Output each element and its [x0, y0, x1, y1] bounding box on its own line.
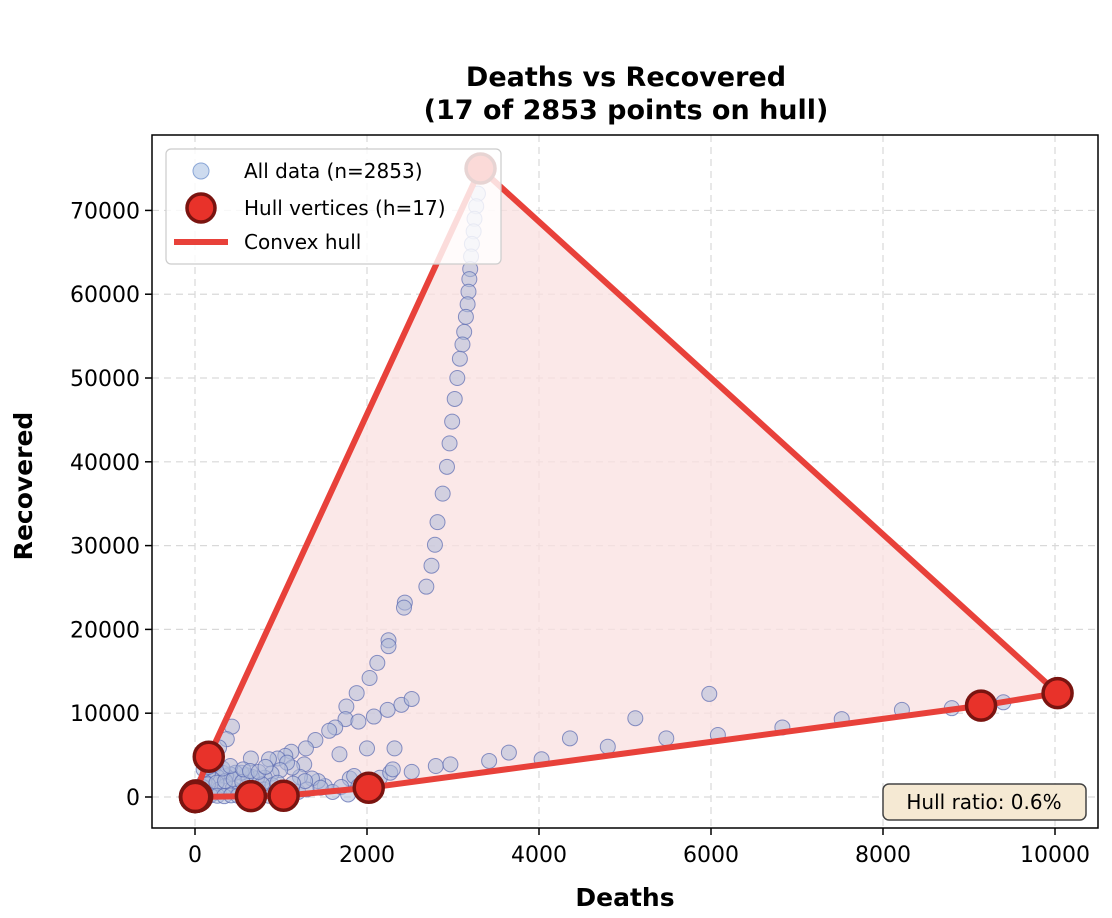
- hull-vertex: [352, 771, 385, 805]
- y-tick-label: 70000: [70, 199, 140, 224]
- y-tick-label: 40000: [70, 451, 140, 476]
- hull-ratio-box: [882, 783, 1087, 821]
- x-tick-label: 6000: [683, 843, 739, 868]
- hull-vertex: [192, 740, 226, 774]
- data-point: [369, 654, 386, 671]
- data-point: [561, 730, 578, 747]
- plot-frame: [151, 134, 1099, 829]
- data-point: [384, 761, 401, 778]
- chart-title-line-2: (17 of 2853 points on hull): [424, 95, 829, 126]
- x-axis-ticks: 0 2000 4000 6000 8000 10000: [188, 828, 1090, 868]
- x-tick-label: 2000: [339, 843, 395, 868]
- data-point: [350, 713, 367, 730]
- data-point: [423, 557, 440, 574]
- hull-line-layer: [192, 165, 1061, 800]
- x-tick-label: 0: [188, 843, 202, 868]
- hull-vertex: [179, 780, 212, 814]
- data-point: [451, 350, 468, 367]
- legend-label-points: All data (n=2853): [244, 159, 423, 183]
- hull-vertex: [234, 779, 268, 813]
- data-point: [438, 458, 455, 475]
- data-point: [454, 336, 471, 353]
- data-point: [429, 514, 446, 531]
- y-tick-label: 10000: [70, 702, 140, 727]
- data-point: [481, 752, 498, 769]
- hull-ratio-annotation: Hull ratio: 0.6%: [882, 783, 1087, 821]
- data-point: [446, 390, 463, 407]
- chart-title-line-1: Deaths vs Recovered: [466, 62, 786, 93]
- x-tick-label: 10000: [1020, 843, 1090, 868]
- data-point: [321, 722, 338, 739]
- legend-marker-vertices: [185, 192, 217, 224]
- hull-vertex: [267, 779, 300, 812]
- data-point: [331, 746, 348, 763]
- data-point: [379, 701, 396, 718]
- legend-marker-points: [192, 162, 210, 180]
- vertex-layer: [178, 152, 1074, 814]
- data-point: [434, 485, 451, 502]
- data-point: [627, 710, 644, 727]
- data-point: [599, 738, 616, 755]
- y-axis-label: Recovered: [9, 412, 38, 561]
- data-point: [418, 578, 435, 595]
- x-axis-label: Deaths: [575, 883, 674, 912]
- data-point: [701, 685, 718, 702]
- legend-label-hull: Convex hull: [244, 230, 361, 254]
- legend: All data (n=2853) Hull vertices (h=17) C…: [165, 148, 502, 265]
- data-point: [386, 740, 403, 757]
- data-point: [658, 730, 675, 747]
- data-point: [442, 756, 459, 773]
- data-point: [403, 690, 420, 707]
- data-point: [380, 638, 397, 655]
- data-point: [427, 757, 444, 774]
- data-point: [449, 370, 466, 387]
- data-point: [403, 763, 420, 780]
- y-tick-label: 60000: [70, 283, 140, 308]
- y-axis-ticks: 0 10000 20000 30000 40000 50000 60000 70000: [70, 199, 152, 811]
- data-point: [500, 744, 517, 761]
- y-tick-label: 0: [126, 786, 140, 811]
- data-point: [444, 413, 461, 430]
- hull-vertex: [1041, 676, 1074, 710]
- data-point: [441, 435, 458, 452]
- y-tick-label: 50000: [70, 367, 140, 392]
- y-tick-label: 20000: [70, 618, 140, 643]
- data-point: [348, 685, 365, 702]
- x-tick-label: 4000: [511, 843, 567, 868]
- data-point: [395, 599, 412, 616]
- legend-label-vertices: Hull vertices (h=17): [244, 196, 446, 220]
- data-point: [359, 740, 375, 757]
- data-point: [297, 740, 314, 757]
- data-point: [361, 670, 378, 687]
- hull-vertex: [964, 689, 998, 722]
- hull-ratio-text: Hull ratio: 0.6%: [906, 790, 1061, 814]
- data-point: [426, 536, 443, 553]
- legend-box: [165, 148, 502, 265]
- data-point: [365, 708, 382, 725]
- y-tick-label: 30000: [70, 535, 140, 560]
- x-tick-label: 8000: [855, 843, 911, 868]
- hull-outline: [192, 165, 1061, 800]
- data-point: [457, 308, 474, 325]
- data-point: [257, 758, 274, 775]
